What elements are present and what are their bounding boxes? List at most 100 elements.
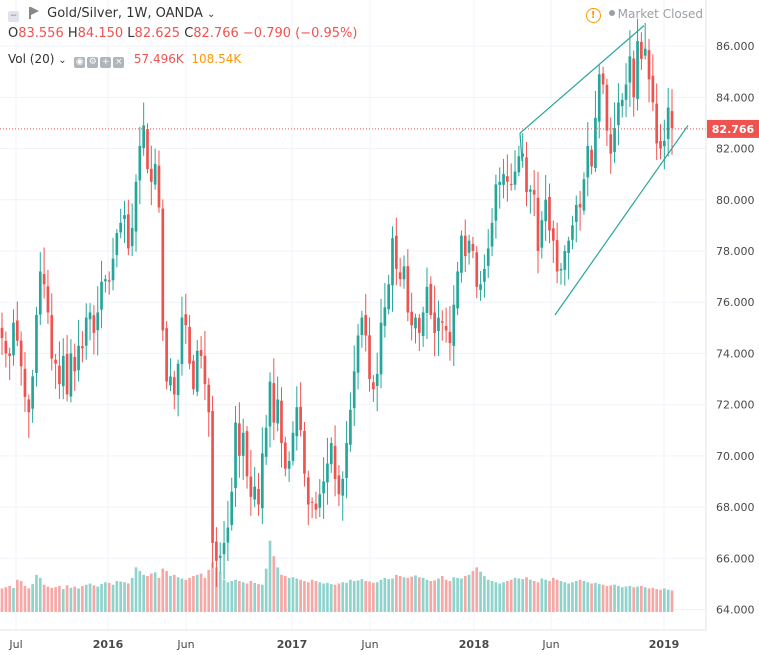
volume-bar (341, 582, 345, 612)
volume-bar (303, 581, 306, 612)
candle-body (452, 304, 456, 346)
volume-bar (356, 580, 360, 612)
volume-bar (69, 587, 73, 612)
chevron-down-icon[interactable]: ⌄ (58, 55, 67, 66)
candle-body (176, 363, 180, 396)
volume-bar (276, 567, 279, 612)
volume-bar (655, 589, 659, 612)
volume-bar (199, 573, 203, 612)
eye-icon[interactable]: ◉ (74, 57, 86, 68)
volume-bar (42, 584, 46, 612)
candle-body (283, 442, 287, 469)
low-label: L (127, 26, 135, 41)
volume-bar (479, 571, 482, 612)
candle-body (402, 266, 406, 280)
chevron-down-icon[interactable]: ⌄ (207, 9, 216, 20)
volume-bar (364, 581, 368, 612)
candle-body (383, 307, 387, 326)
candle-body (165, 328, 168, 382)
candle-body (574, 204, 578, 222)
warning-icon[interactable]: ! (585, 8, 601, 23)
candle-body (398, 272, 402, 280)
candle-body (364, 315, 368, 336)
volume-bar (100, 584, 103, 612)
volume-bar (521, 579, 525, 612)
volume-bar (437, 578, 440, 612)
symbol-title[interactable]: Gold/Silver, 1W, OANDA (47, 6, 203, 21)
volume-bar (395, 574, 398, 612)
candle-body (138, 145, 142, 181)
candle-body (38, 271, 42, 315)
y-tick-label: 66.000 (716, 552, 755, 565)
candle-body (241, 432, 245, 456)
settings-icon[interactable]: ⚙ (87, 57, 99, 68)
volume-bar (620, 587, 624, 612)
collapse-icon[interactable]: − (8, 11, 19, 22)
change-value: −0.790 (−0.95%) (242, 26, 358, 41)
plus-icon[interactable]: + (100, 57, 112, 68)
candle-body (506, 176, 509, 182)
candle-body (463, 235, 467, 257)
volume-legend: Vol (20) ⌄ ◉ ⚙ + × 57.496K 108.54K (8, 52, 241, 68)
candle-body (318, 494, 322, 508)
candle-body (88, 312, 92, 320)
volume-bar (628, 585, 632, 612)
candle-body (245, 431, 249, 477)
candle-body (387, 284, 391, 310)
candle-body (433, 312, 436, 333)
close-value: 82.766 (193, 26, 239, 41)
candle-body (502, 174, 505, 185)
high-value: 84.150 (77, 26, 124, 41)
volume-bar (241, 582, 245, 612)
volume-bar (218, 572, 222, 612)
flag-icon[interactable] (29, 7, 41, 19)
candle-body (521, 153, 525, 157)
candle-body (303, 430, 306, 474)
volume-bar (84, 584, 88, 612)
volume-bar (663, 588, 666, 612)
candle-body (372, 382, 375, 390)
volume-bar (46, 586, 50, 612)
volume-bar (161, 568, 165, 612)
volume-bar (211, 562, 214, 612)
candle-body (513, 171, 517, 185)
volume-bar (448, 581, 452, 612)
candle-body (440, 321, 444, 323)
price-axis: 86.000 84.000 82.000 80.000 78.000 76.000 74.0… (0, 0, 755, 631)
candle-body (322, 481, 325, 494)
close-label: C (184, 26, 194, 41)
volume-bar (249, 581, 253, 612)
low-value: 82.625 (134, 26, 181, 41)
volume-bar (310, 579, 314, 612)
candle-body (563, 250, 567, 270)
volume-bar (4, 587, 8, 612)
close-icon[interactable]: × (113, 57, 125, 68)
volume-bar (368, 581, 371, 612)
volume-bar (490, 581, 494, 612)
volume-bar (609, 585, 613, 612)
candle-body (314, 503, 318, 510)
candle-body (567, 240, 570, 253)
candlestick-series (0, 18, 674, 587)
volume-bar (234, 579, 237, 612)
candle-body (153, 163, 157, 185)
candle-body (544, 199, 547, 222)
candle-body (268, 381, 272, 427)
candle-body (425, 286, 429, 313)
volume-study-label[interactable]: Vol (20) (8, 52, 55, 66)
volume-bar (238, 581, 241, 612)
candle-body (280, 400, 283, 444)
candle-body (291, 432, 295, 461)
candle-body (23, 368, 27, 397)
volume-bar (61, 589, 65, 612)
volume-bar (574, 581, 578, 612)
volume-bar (329, 584, 333, 612)
candle-body (486, 248, 490, 266)
candle-body (130, 227, 134, 247)
candle-body (509, 184, 513, 186)
candle-body (249, 476, 253, 497)
candle-body (199, 350, 203, 356)
volume-bar (551, 577, 555, 612)
volume-bar (245, 583, 249, 612)
